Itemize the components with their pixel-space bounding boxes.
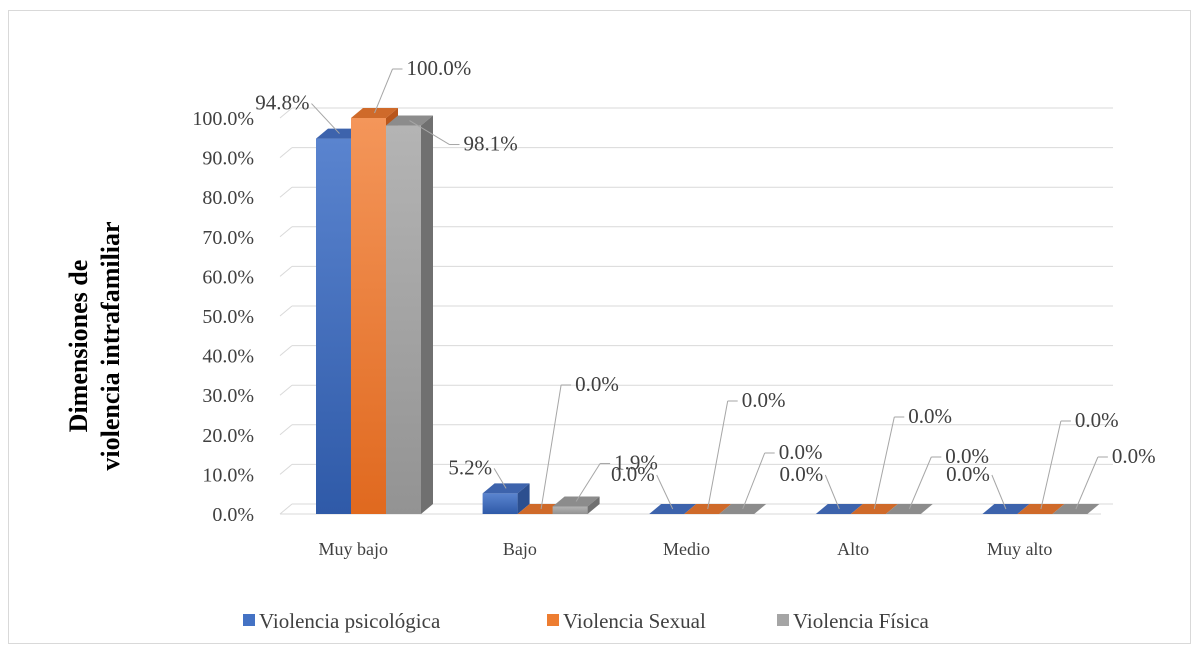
leader-line	[409, 120, 450, 145]
data-label: 0.0%	[779, 440, 823, 464]
leader-line	[873, 416, 895, 510]
bar	[386, 115, 433, 515]
legend-swatch	[777, 614, 789, 626]
gridline-side	[279, 464, 293, 475]
leader-line	[1040, 420, 1062, 510]
bar	[552, 496, 600, 514]
legend-entry: Violencia psicológica	[243, 609, 441, 633]
y-tick-label: 20.0%	[202, 425, 254, 447]
leader-line	[991, 474, 1007, 510]
data-label: 0.0%	[742, 388, 786, 412]
gridline-side	[279, 147, 293, 158]
x-tick-label: Alto	[837, 539, 869, 559]
x-tick-label: Muy bajo	[319, 539, 389, 559]
y-tick-label: 100.0%	[192, 108, 254, 130]
y-axis-ticks: 0.0% 10.0% 20.0% 30.0% 40.0% 50.0% 60.0% 70.0% 8…	[192, 108, 254, 526]
gridline-side	[279, 345, 293, 356]
gridline-side	[279, 305, 293, 317]
y-axis-title-line-2: violencia intrafamiliar	[96, 221, 125, 470]
leader-line	[374, 68, 393, 114]
data-label: 5.2%	[448, 455, 492, 479]
x-axis-categories: Muy bajo Bajo Medio Alto Muy alto	[319, 539, 1053, 559]
x-tick-label: Bajo	[503, 539, 537, 559]
data-label: 1.9%	[614, 450, 658, 474]
leader-line	[742, 452, 766, 510]
data-labels: 94.8%100.0%98.1%5.2%0.0%1.9%0.0%0.0%0.0%…	[255, 56, 1156, 510]
legend-label: Violencia Sexual	[563, 609, 706, 633]
data-label: 0.0%	[780, 462, 824, 486]
gridline-side	[279, 186, 293, 198]
data-label: 94.8%	[255, 91, 309, 115]
leader-line	[824, 474, 840, 510]
data-label: 0.0%	[908, 404, 952, 428]
y-tick-label: 80.0%	[202, 187, 254, 209]
gridline-side	[279, 424, 293, 436]
y-tick-label: 60.0%	[202, 266, 254, 288]
gridline-side	[279, 107, 293, 119]
leader-line	[908, 456, 932, 510]
y-tick-label: 40.0%	[202, 346, 254, 368]
data-label: 0.0%	[575, 372, 619, 396]
leader-line	[1075, 456, 1099, 510]
y-tick-label: 90.0%	[202, 148, 254, 170]
leader-line	[707, 400, 729, 510]
leader-line	[493, 468, 507, 489]
leader-line	[656, 474, 674, 510]
legend-entry: Violencia Física	[777, 609, 929, 633]
y-tick-label: 30.0%	[202, 385, 254, 407]
x-tick-label: Medio	[663, 539, 710, 559]
gridline-side	[279, 226, 293, 238]
y-tick-label: 10.0%	[202, 464, 254, 486]
legend-label: Violencia Física	[793, 609, 929, 633]
y-tick-label: 0.0%	[212, 504, 254, 526]
data-label: 0.0%	[946, 462, 990, 486]
leader-line	[540, 384, 562, 510]
legend: Violencia psicológica Violencia Sexual Vio…	[243, 609, 929, 633]
y-tick-label: 50.0%	[202, 306, 254, 328]
leader-line	[575, 463, 601, 502]
x-tick-label: Muy alto	[987, 539, 1053, 559]
data-label: 0.0%	[1112, 444, 1156, 468]
data-label: 0.0%	[611, 462, 655, 486]
legend-swatch	[547, 614, 559, 626]
gridline-side	[279, 384, 293, 396]
y-axis-title: Dimensiones de violencia intrafamiliar	[64, 221, 125, 470]
data-label: 100.0%	[407, 56, 472, 80]
chart-frame	[8, 10, 1191, 644]
y-tick-label: 70.0%	[202, 227, 254, 249]
legend-swatch	[243, 614, 255, 626]
bars	[316, 108, 1100, 515]
gridline-side	[279, 266, 293, 277]
data-label: 0.0%	[945, 444, 989, 468]
y-axis-title-line-1: Dimensiones de	[64, 260, 93, 433]
data-label: 98.1%	[464, 132, 518, 156]
gridline-side	[279, 503, 293, 515]
legend-entry: Violencia Sexual	[547, 609, 706, 633]
legend-label: Violencia psicológica	[259, 609, 441, 633]
data-label: 0.0%	[1075, 408, 1119, 432]
leader-line	[311, 103, 340, 134]
